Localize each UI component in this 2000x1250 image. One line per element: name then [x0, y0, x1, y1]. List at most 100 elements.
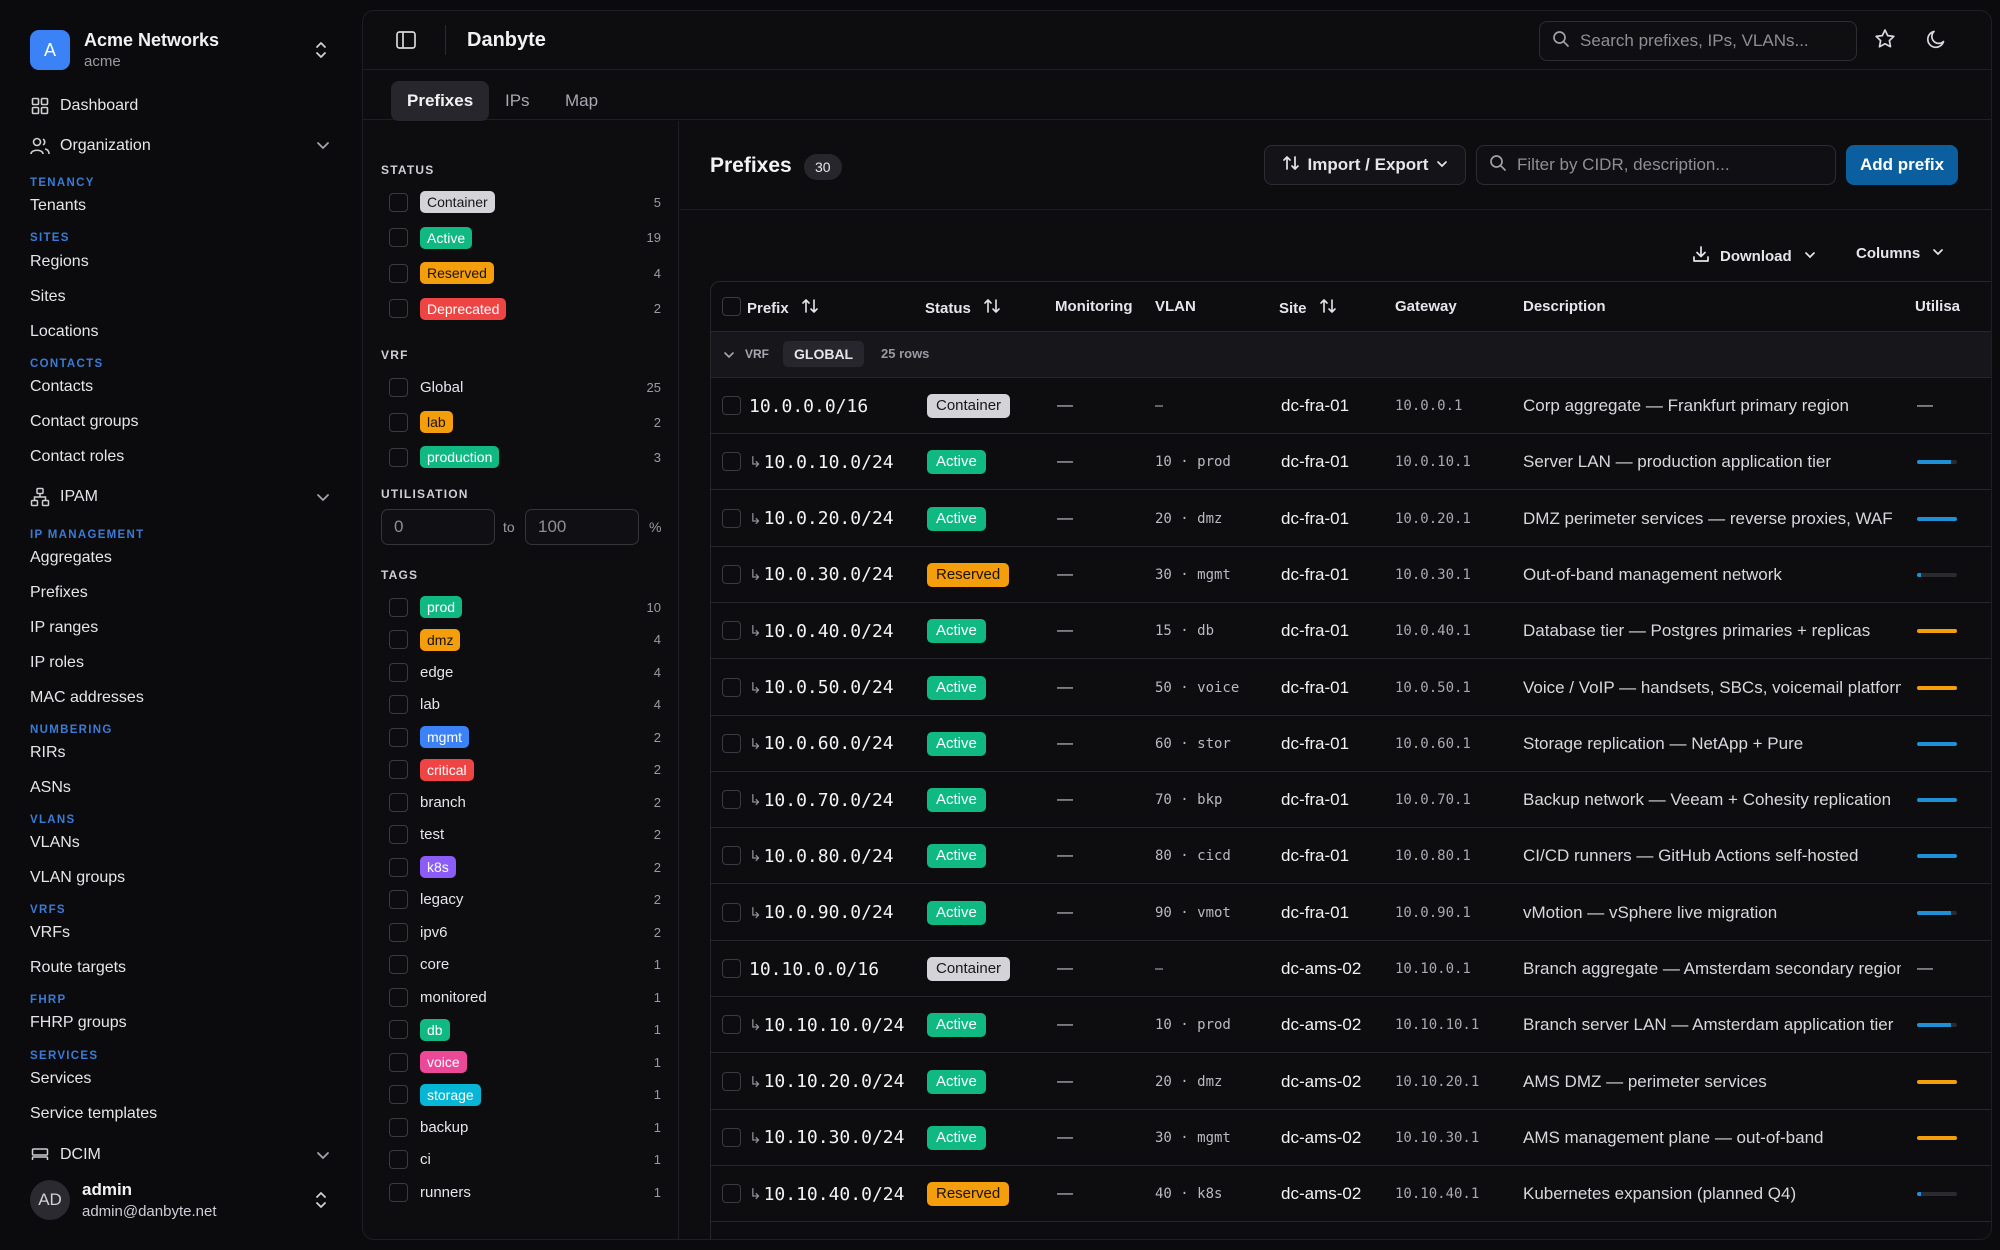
- checkbox[interactable]: [389, 662, 408, 682]
- site-cell[interactable]: dc-fra-01: [1281, 677, 1350, 697]
- checkbox[interactable]: [389, 987, 408, 1007]
- site-cell[interactable]: dc-fra-01: [1281, 790, 1350, 810]
- vlan-cell[interactable]: 30 · mgmt: [1155, 1129, 1231, 1146]
- site-cell[interactable]: dc-fra-01: [1281, 621, 1350, 641]
- tab-map[interactable]: Map: [565, 91, 599, 110]
- column-site[interactable]: Site: [1279, 298, 1337, 318]
- nav-asns[interactable]: ASNs: [30, 779, 71, 796]
- prefix-cell[interactable]: ↳ 10.0.50.0/24: [749, 660, 919, 716]
- table-row[interactable]: 10.0.0.0/16 Container — — dc-fra-01 10.0.0.1 C…: [711, 378, 1991, 434]
- row-checkbox[interactable]: [722, 564, 741, 584]
- global-search-input[interactable]: Search prefixes, IPs, VLANs...: [1539, 21, 1857, 61]
- table-row[interactable]: ↳ 10.10.20.0/24 Active — 20 · dmz dc-ams-02 10…: [711, 1054, 1991, 1110]
- nav-contact-groups[interactable]: Contact groups: [30, 413, 139, 430]
- vlan-cell[interactable]: 70 · bkp: [1155, 792, 1223, 809]
- nav-vrfs[interactable]: VRFs: [30, 924, 70, 941]
- nav-rirs[interactable]: RIRs: [30, 744, 66, 761]
- utilisation-min-input[interactable]: 0: [381, 509, 495, 545]
- row-checkbox[interactable]: [722, 959, 741, 978]
- prefix-cell[interactable]: ↳ 10.0.70.0/24: [749, 772, 919, 828]
- checkbox[interactable]: [389, 1150, 408, 1169]
- filter-option[interactable]: production 3: [389, 445, 661, 469]
- checkbox[interactable]: [389, 263, 408, 283]
- prefix-cell[interactable]: ↳ 10.0.40.0/24: [749, 603, 919, 659]
- filter-option[interactable]: runners 1: [389, 1180, 661, 1204]
- chevron-down-icon[interactable]: [316, 1148, 330, 1165]
- vlan-cell[interactable]: —: [1155, 961, 1164, 977]
- select-all-checkbox[interactable]: [722, 297, 741, 316]
- filter-option[interactable]: ci 1: [389, 1148, 661, 1172]
- column-utilisation[interactable]: Utilisa: [1915, 298, 1961, 315]
- checkbox[interactable]: [389, 1020, 408, 1039]
- filter-option[interactable]: lab 2: [389, 410, 661, 434]
- checkbox[interactable]: [389, 192, 408, 212]
- site-cell[interactable]: dc-fra-01: [1281, 396, 1350, 415]
- nav-organization[interactable]: Organization: [30, 136, 330, 156]
- site-cell[interactable]: dc-fra-01: [1281, 1223, 1349, 1240]
- vlan-cell[interactable]: 60 · stor: [1155, 735, 1231, 752]
- nav-locations[interactable]: Locations: [30, 323, 99, 340]
- row-checkbox[interactable]: [722, 1015, 741, 1035]
- vlan-cell[interactable]: 10 · prod: [1155, 1017, 1231, 1034]
- nav-contacts[interactable]: Contacts: [30, 378, 94, 395]
- prefix-cell[interactable]: 10.20.30.0/24: [749, 1223, 919, 1240]
- row-checkbox[interactable]: [722, 396, 741, 415]
- row-checkbox[interactable]: [722, 508, 741, 528]
- row-checkbox[interactable]: [722, 846, 741, 866]
- download-button[interactable]: Download: [1692, 245, 1816, 267]
- filter-option[interactable]: test 2: [389, 823, 661, 847]
- vlan-cell[interactable]: 15 · db: [1155, 623, 1215, 640]
- nav-vlans[interactable]: VLANs: [30, 834, 80, 851]
- table-row[interactable]: ↳ 10.0.50.0/24 Active — 50 · voice dc-fra-01 1…: [711, 660, 1991, 716]
- nav-mac-addresses[interactable]: MAC addresses: [30, 689, 144, 706]
- site-cell[interactable]: dc-fra-01: [1281, 508, 1350, 528]
- column-gateway[interactable]: Gateway: [1395, 298, 1457, 315]
- checkbox[interactable]: [389, 228, 408, 247]
- prefix-cell[interactable]: ↳ 10.0.20.0/24: [749, 491, 919, 547]
- prefix-cell[interactable]: ↳ 10.0.60.0/24: [749, 716, 919, 772]
- table-row[interactable]: ↳ 10.10.30.0/24 Active — 30 · mgmt dc-ams-02 1…: [711, 1110, 1991, 1166]
- site-cell[interactable]: dc-fra-01: [1281, 902, 1350, 922]
- chevron-down-icon[interactable]: [316, 138, 330, 155]
- table-row[interactable]: ↳ 10.0.20.0/24 Active — 20 · dmz dc-fra-01 10.…: [711, 491, 1991, 547]
- checkbox[interactable]: [389, 890, 408, 909]
- filter-option[interactable]: Container 5: [389, 190, 661, 214]
- vlan-cell[interactable]: 10 · prod: [1155, 454, 1231, 471]
- column-monitoring[interactable]: Monitoring: [1055, 298, 1133, 315]
- checkbox[interactable]: [389, 377, 408, 397]
- filter-option[interactable]: Active 19: [389, 226, 661, 250]
- prefix-cell[interactable]: ↳ 10.0.80.0/24: [749, 828, 919, 884]
- filter-option[interactable]: edge 4: [389, 660, 661, 684]
- vlan-cell[interactable]: 90 · vmot: [1155, 904, 1231, 921]
- site-cell[interactable]: dc-fra-01: [1281, 733, 1350, 753]
- row-checkbox[interactable]: [722, 677, 741, 697]
- nav-contact-roles[interactable]: Contact roles: [30, 448, 125, 465]
- tab-ips[interactable]: IPs: [505, 91, 530, 110]
- nav-vlan-groups[interactable]: VLAN groups: [30, 869, 126, 886]
- nav-tenants[interactable]: Tenants: [30, 197, 87, 214]
- add-prefix-button[interactable]: Add prefix: [1846, 145, 1958, 185]
- checkbox[interactable]: [389, 727, 408, 747]
- row-checkbox[interactable]: [722, 452, 741, 472]
- table-row[interactable]: ↳ 10.0.60.0/24 Active — 60 · stor dc-fra-01 10…: [711, 716, 1991, 772]
- nav-services[interactable]: Services: [30, 1070, 92, 1087]
- vlan-cell[interactable]: 80 · cicd: [1155, 848, 1231, 865]
- row-checkbox[interactable]: [722, 790, 741, 810]
- table-row[interactable]: ↳ 10.10.10.0/24 Active — 10 · prod dc-ams-02 1…: [711, 997, 1991, 1054]
- vlan-cell[interactable]: 40 · k8s: [1155, 1223, 1222, 1240]
- nav-dcim[interactable]: DCIM: [30, 1146, 101, 1160]
- checkbox[interactable]: [389, 695, 408, 714]
- filter-option[interactable]: mgmt 2: [389, 725, 661, 749]
- vlan-cell[interactable]: 30 · mgmt: [1155, 566, 1231, 583]
- site-cell[interactable]: dc-ams-02: [1281, 1015, 1362, 1035]
- filter-option[interactable]: db 1: [389, 1018, 661, 1042]
- row-checkbox[interactable]: [722, 621, 741, 641]
- table-row[interactable]: ↳ 10.0.90.0/24 Active — 90 · vmot dc-fra-01 10…: [711, 885, 1991, 941]
- nav-aggregates[interactable]: Aggregates: [30, 549, 112, 566]
- filter-option[interactable]: k8s 2: [389, 855, 661, 879]
- table-row[interactable]: 10.20.30.0/24 Active — 40 · k8s dc-fra-01 10.…: [711, 1223, 1991, 1240]
- filter-input[interactable]: Filter by CIDR, description...: [1476, 145, 1836, 185]
- site-cell[interactable]: dc-fra-01: [1281, 564, 1350, 584]
- checkbox[interactable]: [389, 857, 408, 877]
- nav-regions[interactable]: Regions: [30, 253, 89, 270]
